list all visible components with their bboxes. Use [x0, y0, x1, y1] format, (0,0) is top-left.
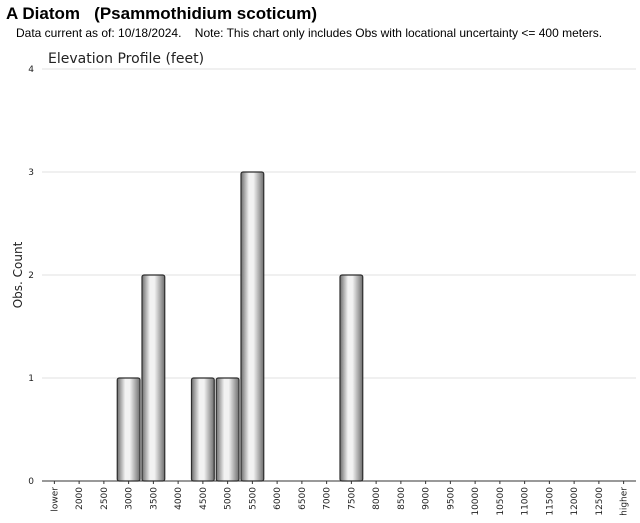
x-tick-label: 11000: [521, 487, 531, 516]
species-title: A Diatom (Psammothidium scoticum): [6, 4, 318, 23]
x-tick-label: 6500: [298, 487, 308, 510]
x-tick-label: 2000: [75, 487, 85, 510]
grid-lines: [42, 68, 636, 379]
x-tick-label: 5500: [248, 487, 258, 510]
x-tick-label: 9500: [446, 487, 456, 510]
y-axis-title: Obs. Count: [11, 241, 25, 308]
y-tick-label: 1: [28, 374, 34, 384]
y-tick-label: 2: [28, 271, 34, 281]
x-tick-label: 4500: [199, 487, 209, 510]
x-tick-label: higher: [620, 487, 630, 516]
x-tick-label: 12500: [595, 487, 605, 516]
y-tick-label: 4: [28, 65, 34, 75]
bar-3500[interactable]: [141, 274, 166, 482]
x-tick-label: 6000: [273, 487, 283, 510]
tick-labels: 0 1 2 3 4 lower 2000 2500 3000 3500 4000 4500 5000 55…: [28, 65, 629, 516]
x-tick-label: 4000: [174, 487, 184, 510]
bar-7500[interactable]: [339, 274, 364, 482]
x-tick-label: 3000: [125, 487, 135, 510]
x-tick-label: 8000: [372, 487, 382, 510]
x-tick-label: 11500: [545, 487, 555, 516]
data-note: Data current as of: 10/18/2024. Note: Th…: [16, 26, 603, 40]
x-tick-label: 7000: [323, 487, 333, 510]
x-tick-label: 12000: [570, 487, 580, 516]
y-tick-label: 3: [28, 168, 34, 178]
chart-title: Elevation Profile (feet): [48, 51, 204, 67]
x-tick-label: 8500: [397, 487, 407, 510]
bar-3000[interactable]: [116, 377, 141, 482]
bar-5000[interactable]: [215, 377, 240, 482]
x-tick-label: 2500: [100, 487, 110, 510]
x-tick-label: lower: [50, 487, 60, 512]
x-tick-label: 5000: [224, 487, 234, 510]
x-tick-label: 9000: [422, 487, 432, 510]
y-tick-label: 0: [28, 477, 34, 487]
x-tick-label: 10500: [496, 487, 506, 516]
bar-5500[interactable]: [240, 171, 265, 482]
bars: [116, 171, 364, 482]
x-tick-label: 7500: [347, 487, 357, 510]
bar-4500[interactable]: [190, 377, 215, 482]
x-tick-label: 3500: [149, 487, 159, 510]
x-tick-label: 10000: [471, 487, 481, 516]
